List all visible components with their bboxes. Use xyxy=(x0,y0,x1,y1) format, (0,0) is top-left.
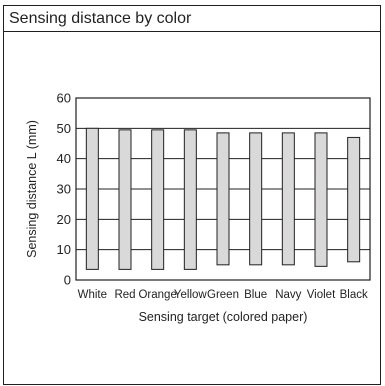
x-tick-label: Violet xyxy=(307,289,336,301)
y-tick-label: 40 xyxy=(57,151,71,166)
x-tick-label: Green xyxy=(207,289,239,301)
bar xyxy=(118,129,132,270)
y-tick-label: 60 xyxy=(57,91,71,106)
x-tick-label: Orange xyxy=(138,289,176,301)
x-tick-label: Black xyxy=(340,289,368,301)
plot-frame xyxy=(75,97,371,281)
y-axis-label: Sensing distance L (mm) xyxy=(25,120,39,258)
x-tick-label: White xyxy=(78,289,107,301)
bar xyxy=(216,132,230,266)
bar xyxy=(347,136,361,263)
y-tick-labels: 0 10 20 30 40 50 60 xyxy=(57,91,71,288)
bar xyxy=(314,132,328,267)
y-tick-label: 50 xyxy=(57,121,71,136)
panel-title: Sensing distance by color xyxy=(4,6,380,32)
x-tick-label: Blue xyxy=(244,289,267,301)
y-tick-label: 30 xyxy=(57,182,71,197)
bar xyxy=(183,129,197,270)
bar xyxy=(151,129,165,270)
bar xyxy=(85,127,99,270)
x-tick-label: Navy xyxy=(275,289,301,301)
y-tick-label: 10 xyxy=(57,242,71,257)
x-tick-label: Red xyxy=(114,289,135,301)
x-axis-label: Sensing target (colored paper) xyxy=(139,310,308,324)
bars xyxy=(85,127,361,270)
x-tick-label: Yellow xyxy=(174,289,208,301)
bar xyxy=(249,132,263,266)
y-tick-label: 0 xyxy=(64,273,71,288)
y-tick-label: 20 xyxy=(57,212,71,227)
bar xyxy=(281,132,295,266)
